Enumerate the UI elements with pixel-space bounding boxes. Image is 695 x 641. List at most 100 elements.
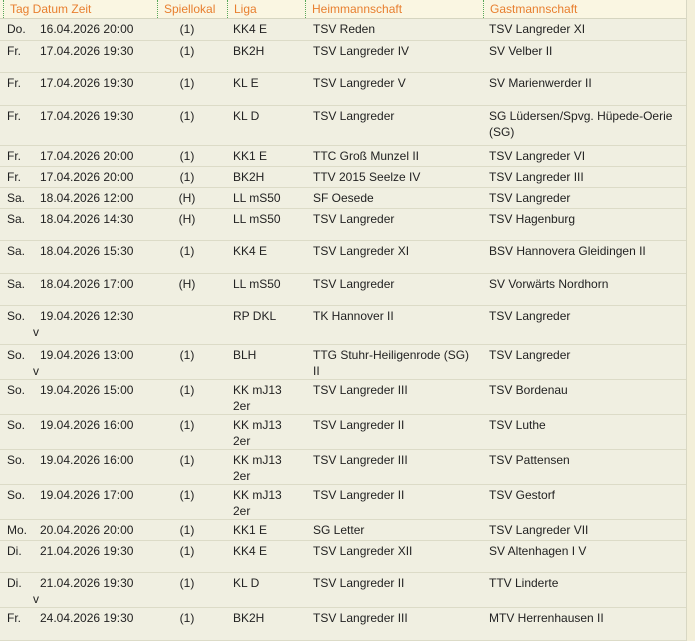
cell-guest-team: SV Marienwerder II [489, 76, 592, 90]
cell-home-team: TTV 2015 Seelze IV [313, 170, 421, 184]
date-time-label: 18.04.2026 17:00 [40, 277, 134, 291]
weekday-label: So. [7, 309, 26, 323]
cell-venue: (1) [179, 109, 195, 123]
cell-guest-team: TSV Gestorf [489, 488, 556, 502]
date-time-label: 18.04.2026 15:30 [40, 244, 134, 258]
cell-venue: (H) [178, 191, 196, 205]
column-header-heimmannschaft: Heimmannschaft [305, 0, 483, 18]
date-time-label: 21.04.2026 19:30 [40, 544, 134, 558]
cell-league: RP DKL [233, 309, 277, 323]
cell-guest-team: TSV Hagenburg [489, 212, 576, 226]
cell-venue: (1) [179, 453, 195, 467]
date-time-label: 17.04.2026 19:30 [40, 44, 134, 58]
cell-guest-team: BSV Hannovera Gleidingen II [489, 244, 646, 258]
table-row: So. 19.04.2026 12:30 v RP DKL TK Hannover II… [0, 306, 686, 345]
cell-venue: (H) [178, 212, 196, 226]
table-row: Sa. 18.04.2026 17:00 (H) LL mS50 TSV Langred… [0, 274, 686, 306]
cell-league: KK mJ13 2er [233, 383, 282, 413]
cell-guest-team: TSV Langreder VII [489, 523, 589, 537]
cell-home-team: TSV Langreder V [313, 76, 406, 90]
cell-guest-team: TTV Linderte [489, 576, 559, 590]
cell-league: KK4 E [233, 22, 268, 36]
weekday-label: Fr. [7, 44, 21, 58]
cell-home-team: TTG Stuhr-Heiligenrode (SG) II [313, 348, 470, 378]
cell-venue: (H) [178, 277, 196, 291]
cell-league: KL D [233, 109, 260, 123]
weekday-label: Fr. [7, 109, 21, 123]
cell-home-team: TSV Langreder III [313, 611, 408, 625]
cell-home-team: TSV Langreder XI [313, 244, 410, 258]
cell-day-date-time: So. 19.04.2026 16:00 [3, 450, 157, 469]
table-row: So. 19.04.2026 15:00 (1) KK mJ13 2er TSV Lan… [0, 380, 686, 415]
cell-home-team: TSV Langreder III [313, 453, 408, 467]
cell-day-date-time: Sa. 18.04.2026 14:30 [3, 209, 157, 228]
column-header-liga: Liga [227, 0, 305, 18]
weekday-label: Sa. [7, 191, 26, 205]
weekday-label: Fr. [7, 76, 21, 90]
weekday-label: So. [7, 418, 26, 432]
cell-guest-team: TSV Langreder XI [489, 22, 586, 36]
cell-home-team: TSV Reden [313, 22, 376, 36]
table-row: Sa. 18.04.2026 12:00 (H) LL mS50 SF Oesede TS… [0, 188, 686, 209]
date-time-label: 17.04.2026 20:00 [40, 149, 134, 163]
weekday-label: Do. [7, 22, 26, 36]
cell-guest-team: SV Altenhagen I V [489, 544, 587, 558]
cell-day-date-time: Fr. 17.04.2026 19:30 [3, 106, 157, 125]
weekday-label: So. [7, 488, 26, 502]
cell-venue: (1) [179, 170, 195, 184]
table-header-row: Tag Datum Zeit Spiellokal Liga Heimmanns… [0, 0, 686, 19]
cell-day-date-time: Sa. 18.04.2026 15:30 [3, 241, 157, 260]
cell-league: KK mJ13 2er [233, 453, 282, 483]
cell-home-team: TSV Langreder [313, 109, 395, 123]
cell-league: KL E [233, 76, 259, 90]
date-time-label: 20.04.2026 20:00 [40, 523, 134, 537]
cell-home-team: TSV Langreder [313, 212, 395, 226]
cell-league: KK1 E [233, 523, 268, 537]
table-row: Fr. 17.04.2026 19:30 (1) KL E TSV Langreder … [0, 73, 686, 106]
cell-guest-team: TSV Bordenau [489, 383, 568, 397]
table-row: Fr. 17.04.2026 20:00 (1) BK2H TTV 2015 Seelz… [0, 167, 686, 188]
date-time-label: 19.04.2026 16:00 [40, 418, 134, 432]
date-time-label: 17.04.2026 19:30 [40, 76, 134, 90]
weekday-label: Di. [7, 544, 22, 558]
cell-day-date-time: So. 19.04.2026 12:30 v [3, 306, 157, 340]
column-header-gastmannschaft: Gastmannschaft [483, 0, 686, 18]
table-row: Di. 21.04.2026 19:30 (1) KK4 E TSV Langreder… [0, 541, 686, 573]
cell-league: KK4 E [233, 244, 268, 258]
cell-day-date-time: Fr. 17.04.2026 20:00 [3, 167, 157, 186]
table-row: Fr. 17.04.2026 20:00 (1) KK1 E TTC Groß Munz… [0, 146, 686, 167]
cell-guest-team: SG Lüdersen/Spvg. Hüpede-Oerie (SG) [489, 109, 673, 139]
table-row: So. 19.04.2026 16:00 (1) KK mJ13 2er TSV Lan… [0, 415, 686, 450]
table-row: Sa. 18.04.2026 15:30 (1) KK4 E TSV Langreder… [0, 241, 686, 274]
cell-venue: (1) [179, 576, 195, 590]
cell-venue: (1) [179, 149, 195, 163]
cell-guest-team: TSV Luthe [489, 418, 546, 432]
table-row: So. 19.04.2026 16:00 (1) KK mJ13 2er TSV Lan… [0, 450, 686, 485]
cell-guest-team: SV Velber II [489, 44, 553, 58]
cell-day-date-time: Di. 21.04.2026 19:30 v [3, 573, 157, 607]
cell-guest-team: SV Vorwärts Nordhorn [489, 277, 609, 291]
table-row: Fr. 17.04.2026 19:30 (1) KL D TSV Langreder S… [0, 106, 686, 146]
cell-day-date-time: Fr. 17.04.2026 20:00 [3, 146, 157, 165]
cell-guest-team: TSV Langreder [489, 348, 571, 362]
cell-day-date-time: Fr. 24.04.2026 19:30 [3, 608, 157, 627]
postponed-marker: v [33, 591, 39, 606]
cell-venue: (1) [179, 488, 195, 502]
cell-home-team: TTC Groß Munzel II [313, 149, 420, 163]
cell-venue: (1) [179, 418, 195, 432]
cell-league: LL mS50 [233, 277, 281, 291]
cell-guest-team: TSV Langreder VI [489, 149, 586, 163]
cell-venue: (1) [179, 544, 195, 558]
weekday-label: Sa. [7, 277, 26, 291]
cell-guest-team: TSV Langreder [489, 191, 571, 205]
cell-league: KK4 E [233, 544, 268, 558]
cell-day-date-time: So. 19.04.2026 13:00 v [3, 345, 157, 379]
cell-venue: (1) [179, 611, 195, 625]
table-row: Fr. 24.04.2026 19:30 (1) BK2H TSV Langreder … [0, 608, 686, 641]
column-header-tag-datum-zeit: Tag Datum Zeit [3, 0, 157, 18]
cell-day-date-time: Sa. 18.04.2026 17:00 [3, 274, 157, 293]
cell-home-team: TSV Langreder III [313, 383, 408, 397]
date-time-label: 17.04.2026 20:00 [40, 170, 134, 184]
cell-league: LL mS50 [233, 191, 281, 205]
date-time-label: 18.04.2026 14:30 [40, 212, 134, 226]
